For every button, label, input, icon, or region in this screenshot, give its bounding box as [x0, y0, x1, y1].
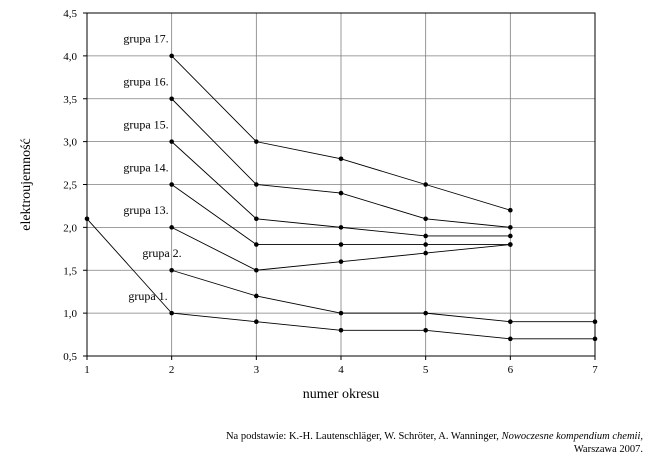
- data-point: [423, 250, 428, 256]
- x-tick-label: 2: [169, 364, 175, 376]
- data-point: [423, 242, 428, 247]
- x-tick-label: 4: [338, 364, 344, 376]
- data-point: [423, 182, 428, 187]
- data-point: [254, 242, 259, 247]
- series-label: grupa 2.: [142, 246, 181, 260]
- data-point: [338, 190, 344, 196]
- data-point: [423, 216, 428, 222]
- data-point: [423, 327, 428, 333]
- data-point: [338, 225, 344, 230]
- axis-ticks: 0,5 1,0 1,5 2,0 2,5 3,0 3,5 4,0 4,5 1 2 3 4 5 6 7: [63, 8, 598, 376]
- data-point: [508, 225, 513, 230]
- y-axis-label: elektroujemność: [19, 138, 34, 231]
- data-points: [84, 53, 598, 342]
- source-prefix: Na podstawie: K.-H. Lautenschläger, W. S…: [225, 431, 502, 442]
- data-point: [592, 336, 598, 342]
- y-tick-label: 0,5: [63, 351, 77, 363]
- data-point: [254, 182, 259, 187]
- source-title: Nowoczesne kompendium chemii,: [501, 431, 643, 442]
- data-point: [508, 336, 513, 342]
- x-tick-label: 5: [423, 364, 429, 376]
- y-tick-label: 3,5: [63, 94, 77, 106]
- data-point: [169, 53, 174, 59]
- series-labels: grupa 1. grupa 2. grupa 13. grupa 14. grupa …: [123, 32, 181, 303]
- y-tick-label: 4,0: [63, 51, 77, 63]
- y-tick-label: 1,5: [63, 265, 77, 277]
- data-point: [423, 310, 428, 316]
- grid: [86, 12, 596, 357]
- data-point: [254, 267, 259, 273]
- electronegativity-line-chart: 0,5 1,0 1,5 2,0 2,5 3,0 3,5 4,0 4,5 1 2 3 4 5 6 7 grupa…: [19, 8, 598, 402]
- x-tick-label: 1: [84, 364, 90, 376]
- data-point: [169, 225, 174, 230]
- y-tick-label: 2,5: [63, 180, 77, 192]
- series-label: grupa 14.: [123, 160, 168, 174]
- data-point: [592, 319, 598, 325]
- data-point: [254, 293, 259, 299]
- y-tick-label: 1,0: [63, 308, 77, 320]
- data-point: [508, 207, 513, 213]
- data-point: [338, 310, 344, 316]
- data-point: [169, 139, 174, 144]
- series-label: grupa 15.: [123, 117, 168, 131]
- y-tick-label: 4,5: [63, 8, 77, 20]
- x-axis-label: numer okresu: [303, 387, 380, 402]
- source-suffix: Warszawa 2007.: [573, 444, 643, 455]
- data-point: [169, 182, 174, 187]
- data-point: [508, 233, 513, 239]
- y-tick-label: 2,0: [63, 222, 77, 234]
- y-tick-label: 3,0: [63, 137, 77, 149]
- x-tick-label: 3: [254, 364, 260, 376]
- series-label: grupa 16.: [123, 75, 168, 89]
- data-point: [254, 319, 259, 325]
- data-point: [508, 319, 513, 325]
- series-label: grupa 1.: [128, 289, 167, 303]
- data-point: [508, 242, 513, 247]
- series-label: grupa 17.: [123, 32, 168, 46]
- data-point: [254, 139, 259, 144]
- series-label: grupa 13.: [123, 203, 168, 217]
- x-tick-label: 7: [592, 364, 598, 376]
- data-point: [338, 156, 344, 162]
- data-point: [169, 310, 174, 316]
- source-citation: Na podstawie: K.-H. Lautenschläger, W. S…: [13, 430, 643, 456]
- data-point: [423, 233, 428, 239]
- data-point: [338, 242, 344, 247]
- series-line: [171, 269, 595, 323]
- data-point: [169, 96, 174, 102]
- data-point: [338, 259, 344, 264]
- data-point: [254, 216, 259, 222]
- x-tick-label: 6: [508, 364, 514, 376]
- data-point: [84, 216, 90, 222]
- data-point: [338, 327, 344, 333]
- data-point: [169, 267, 174, 273]
